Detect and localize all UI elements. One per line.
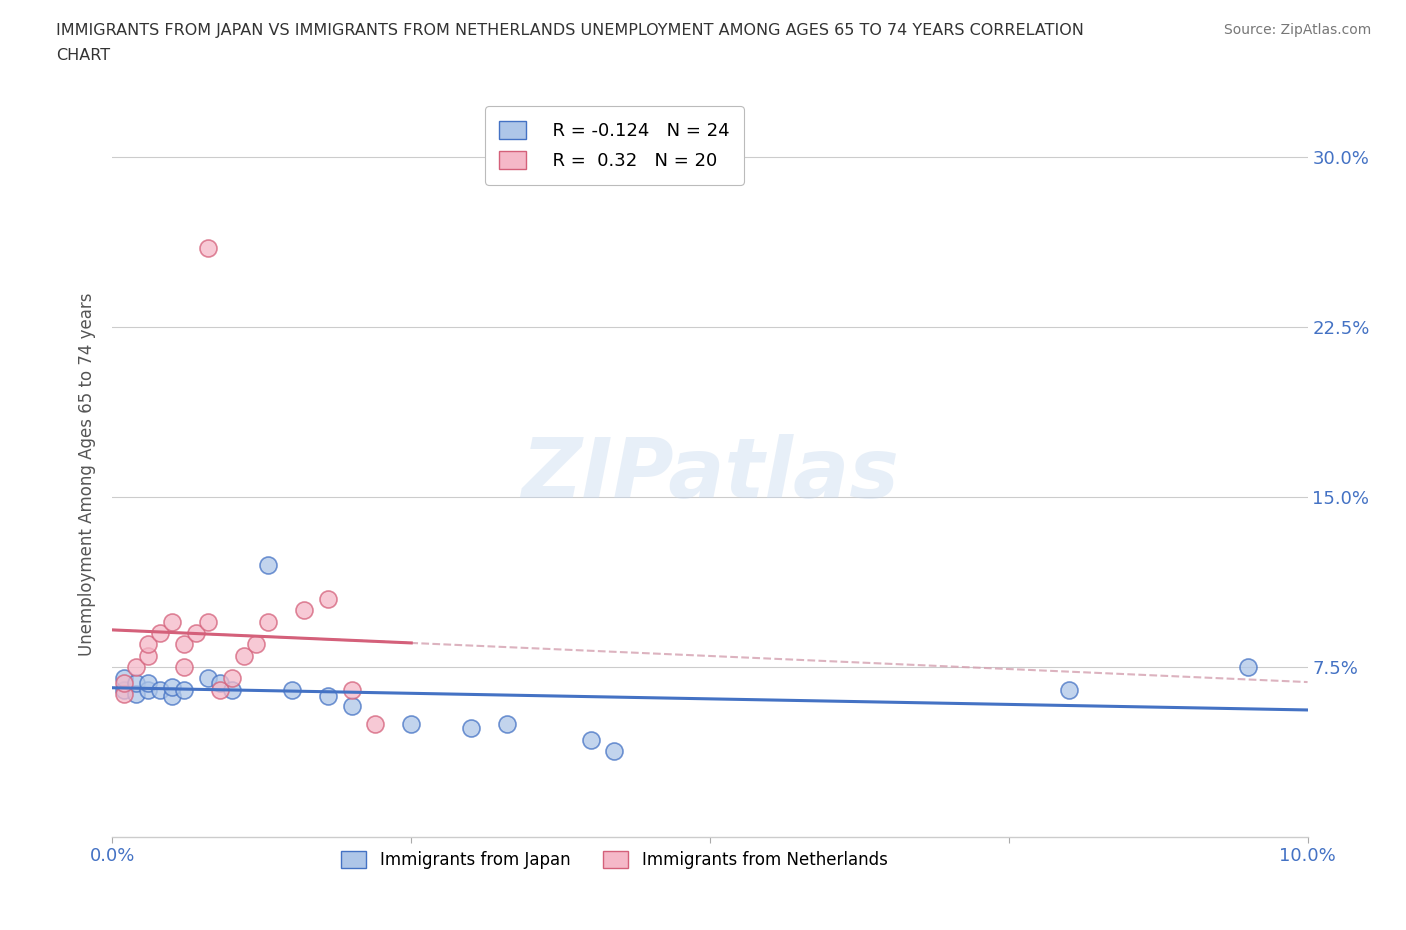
Point xyxy=(162,614,183,629)
Point xyxy=(257,558,280,573)
Point xyxy=(173,683,195,698)
Point xyxy=(197,614,219,629)
Point xyxy=(316,591,339,606)
Text: Source: ZipAtlas.com: Source: ZipAtlas.com xyxy=(1223,23,1371,37)
Point xyxy=(197,671,219,685)
Point xyxy=(138,675,160,690)
Point xyxy=(197,240,219,255)
Point xyxy=(173,659,195,674)
Point xyxy=(292,603,315,618)
Point xyxy=(114,686,135,701)
Point xyxy=(579,732,602,747)
Point xyxy=(340,698,363,713)
Point xyxy=(221,683,243,698)
Text: ZIPatlas: ZIPatlas xyxy=(522,433,898,515)
Point xyxy=(281,683,304,698)
Point xyxy=(221,671,243,685)
Y-axis label: Unemployment Among Ages 65 to 74 years: Unemployment Among Ages 65 to 74 years xyxy=(77,293,96,656)
Point xyxy=(186,626,208,641)
Point xyxy=(496,716,519,731)
Point xyxy=(138,683,160,698)
Point xyxy=(340,683,363,698)
Legend: Immigrants from Japan, Immigrants from Netherlands: Immigrants from Japan, Immigrants from N… xyxy=(335,844,894,876)
Point xyxy=(162,689,183,704)
Point xyxy=(149,683,172,698)
Point xyxy=(162,680,183,695)
Text: IMMIGRANTS FROM JAPAN VS IMMIGRANTS FROM NETHERLANDS UNEMPLOYMENT AMONG AGES 65 : IMMIGRANTS FROM JAPAN VS IMMIGRANTS FROM… xyxy=(56,23,1084,63)
Point xyxy=(209,683,232,698)
Point xyxy=(138,648,160,663)
Point xyxy=(401,716,423,731)
Point xyxy=(125,659,148,674)
Point xyxy=(603,743,626,758)
Point xyxy=(125,686,148,701)
Point xyxy=(173,637,195,652)
Point xyxy=(316,689,339,704)
Point xyxy=(1057,683,1080,698)
Point xyxy=(209,675,232,690)
Point xyxy=(138,637,160,652)
Point xyxy=(114,683,135,698)
Point xyxy=(364,716,387,731)
Point xyxy=(233,648,256,663)
Point xyxy=(257,614,280,629)
Point xyxy=(460,721,482,736)
Point xyxy=(114,671,135,685)
Point xyxy=(149,626,172,641)
Point xyxy=(114,675,135,690)
Point xyxy=(1237,659,1260,674)
Point xyxy=(245,637,267,652)
Point xyxy=(125,675,148,690)
